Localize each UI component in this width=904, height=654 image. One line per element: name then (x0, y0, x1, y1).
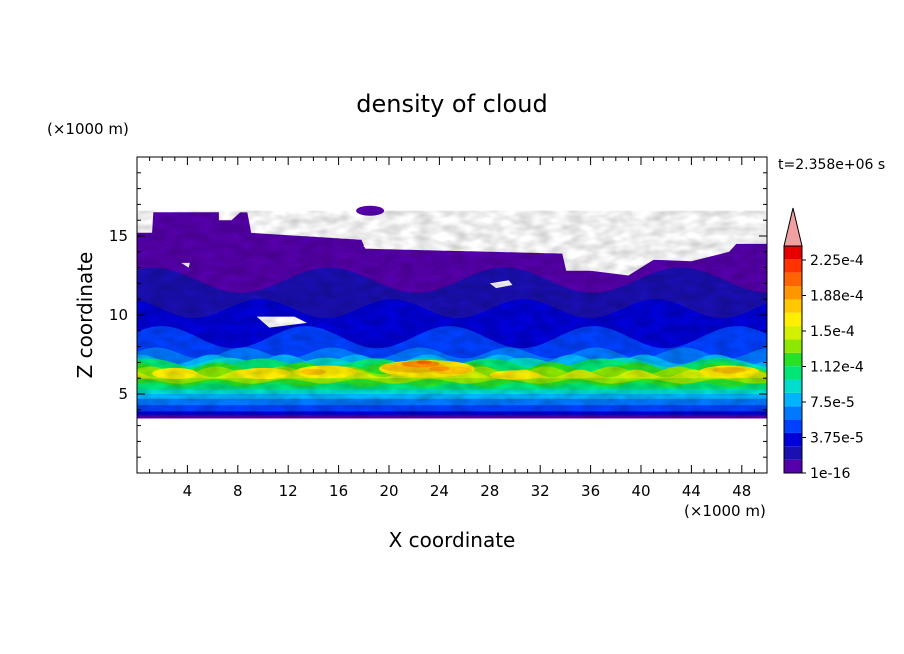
y-tick-labels: 5 10 15 (109, 227, 128, 403)
colorbar-extend-arrow (783, 207, 803, 247)
x-tick-label: 44 (682, 482, 701, 500)
x-tick-label: 24 (430, 482, 449, 500)
colorbar-segment (784, 406, 802, 420)
time-label: t=2.358e+06 s (778, 157, 885, 173)
x-tick-label: 16 (329, 482, 348, 500)
field-texture (137, 210, 767, 418)
colorbar-segment (784, 432, 802, 447)
colorbar (783, 207, 803, 474)
x-axis-label: X coordinate (389, 528, 516, 552)
x-tick-label: 48 (732, 482, 751, 500)
x-unit-label: (×1000 m) (684, 502, 766, 520)
y-tick-label: 10 (109, 306, 128, 324)
colorbar-segment (784, 459, 802, 473)
colorbar-segment (784, 259, 802, 273)
chart-title: density of cloud (356, 90, 547, 118)
x-tick-label: 4 (183, 482, 193, 500)
colorbar-segment (784, 366, 802, 380)
x-tick-label: 28 (480, 482, 499, 500)
x-tick-label: 40 (631, 482, 650, 500)
clear-air-gap (218, 157, 251, 221)
colorbar-segment (784, 339, 802, 353)
y-tick-label: 15 (109, 227, 128, 245)
x-tick-labels: 4 8 12 16 20 24 28 32 36 40 44 48 (183, 482, 752, 500)
colorbar-segment (784, 312, 802, 327)
colorbar-label: 3.75e-5 (810, 431, 864, 447)
y-axis-label: Z coordinate (73, 252, 97, 379)
colorbar-segment (784, 446, 802, 460)
x-tick-label: 36 (581, 482, 600, 500)
colorbar-label: 1.5e-4 (810, 324, 855, 340)
colorbar-label: 1e-16 (810, 466, 850, 482)
x-tick-label: 32 (531, 482, 550, 500)
colorbar-label: 1.88e-4 (810, 289, 864, 305)
colorbar-segment (784, 379, 802, 393)
colorbar-label: 2.25e-4 (810, 253, 864, 269)
clear-air-below (137, 418, 767, 473)
y-unit-label: (×1000 m) (47, 120, 129, 138)
axis-ticks (137, 157, 767, 473)
x-tick-label: 20 (379, 482, 398, 500)
colorbar-segment (784, 299, 802, 313)
colorbar-segment (784, 352, 802, 367)
colorbar-segment (784, 272, 802, 287)
colorbar-segment (784, 392, 802, 407)
colorbar-segment (784, 286, 802, 300)
x-tick-label: 8 (233, 482, 243, 500)
colorbar-segment (784, 419, 802, 433)
colorbar-segment (784, 326, 802, 340)
colorbar-segment (784, 246, 802, 260)
colorbar-label: 7.5e-5 (810, 395, 855, 411)
colorbar-frame (783, 245, 803, 474)
x-tick-label: 12 (279, 482, 298, 500)
colorbar-label: 1.12e-4 (810, 360, 864, 376)
colorbar-labels: 1e-16 3.75e-5 7.5e-5 1.12e-4 1.5e-4 1.88e-4 2.… (802, 253, 864, 482)
y-tick-label: 5 (118, 385, 128, 403)
